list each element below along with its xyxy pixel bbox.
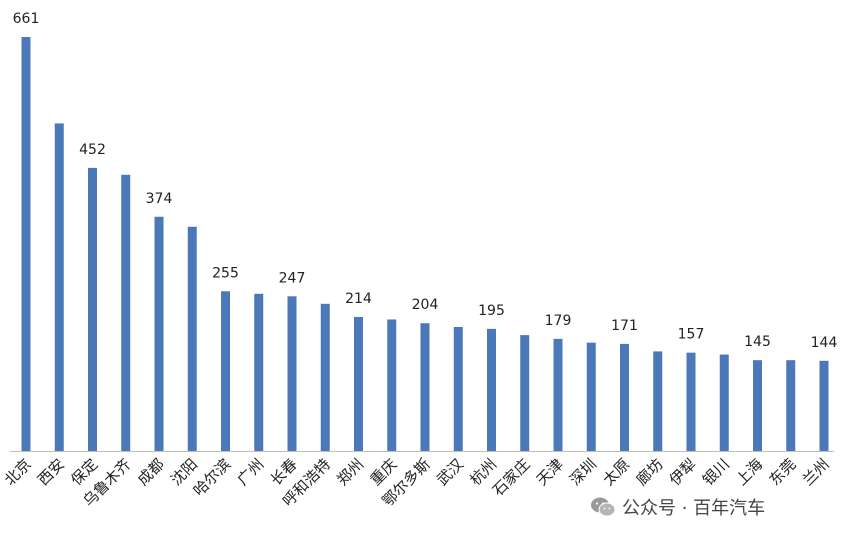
category-label-0: 北京 (1, 455, 35, 489)
data-label-18: 171 (611, 318, 638, 334)
data-label-4: 374 (146, 191, 173, 207)
bar-15 (520, 335, 530, 451)
bar-18 (620, 343, 629, 451)
data-label-14: 195 (478, 303, 505, 319)
bar-3 (121, 174, 131, 452)
category-label-16: 天津 (533, 455, 567, 489)
bar-9 (320, 303, 330, 451)
bar-23 (786, 360, 796, 451)
bar-24 (819, 360, 829, 451)
data-label-2: 452 (79, 142, 106, 158)
bar-6 (221, 291, 230, 451)
bar-11 (387, 319, 397, 451)
bar-12 (420, 323, 430, 451)
bar-13 (453, 326, 463, 451)
category-label-6: 哈尔滨 (190, 455, 235, 500)
data-label-16: 179 (545, 313, 572, 329)
bar-20 (686, 352, 696, 451)
category-label-7: 广州 (234, 455, 268, 489)
category-label-13: 武汉 (433, 455, 467, 489)
category-label-21: 银川 (699, 455, 733, 489)
bar-1 (54, 123, 64, 452)
watermark: 公众号 · 百年汽车 (590, 494, 765, 520)
data-label-12: 204 (412, 297, 439, 313)
category-label-18: 太原 (599, 455, 633, 489)
category-label-20: 伊犁 (666, 455, 700, 489)
category-label-4: 成都 (134, 455, 168, 489)
bar-21 (719, 354, 729, 451)
bar-2 (88, 167, 97, 451)
category-label-10: 郑州 (333, 455, 367, 489)
value-labels-group: 661 452 374 255 247 214 204 195 179 171 157 145 144 (13, 11, 838, 351)
category-label-1: 西安 (34, 455, 68, 489)
bar-17 (586, 342, 596, 451)
bar-19 (653, 351, 663, 451)
bar-7 (254, 293, 264, 451)
data-label-8: 247 (279, 270, 306, 286)
data-label-10: 214 (345, 291, 372, 307)
wechat-icon (591, 497, 616, 517)
data-label-24: 144 (811, 335, 838, 351)
data-label-20: 157 (678, 327, 705, 343)
data-label-22: 145 (744, 334, 771, 350)
category-label-19: 廊坊 (633, 455, 667, 489)
bar-22 (753, 360, 762, 451)
bar-8 (287, 296, 297, 451)
bar-10 (354, 316, 363, 451)
bar-16 (553, 338, 563, 451)
category-label-23: 东莞 (766, 455, 800, 489)
bar-5 (187, 226, 197, 451)
data-label-0: 661 (13, 11, 40, 27)
bar-14 (487, 328, 496, 451)
bar-4 (154, 216, 164, 451)
bar-0 (21, 37, 31, 451)
category-label-17: 深圳 (566, 455, 600, 489)
category-label-24: 兰州 (799, 455, 833, 489)
category-label-15: 石家庄 (489, 455, 534, 500)
bars-group (21, 37, 829, 452)
data-label-6: 255 (212, 265, 239, 281)
watermark-text: 公众号 · 百年汽车 (622, 498, 766, 519)
category-label-22: 上海 (732, 455, 766, 489)
